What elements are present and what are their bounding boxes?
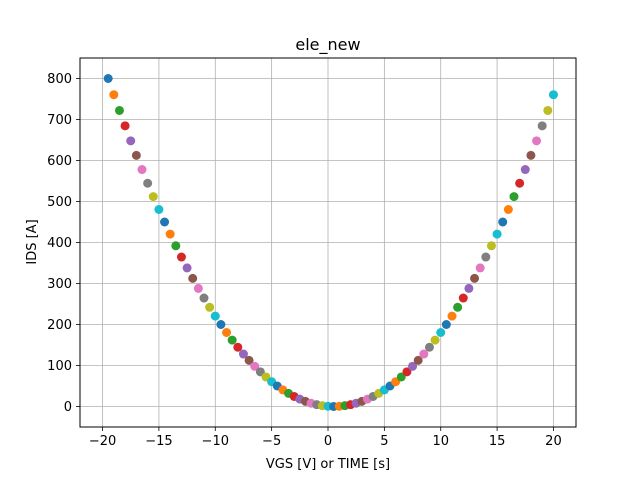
data-point [498, 217, 508, 227]
y-axis-ticks: 0 100 200 300 400 500 600 700 800 [47, 72, 80, 415]
y-tick-label: 600 [47, 154, 72, 169]
data-point [492, 229, 502, 239]
x-axis-ticks: −20 −15 −10 −5 0 5 10 15 20 [89, 427, 562, 449]
x-tick-label: −10 [202, 434, 229, 449]
data-point [222, 327, 232, 337]
y-tick-label: 800 [47, 72, 72, 87]
data-point [537, 121, 547, 131]
data-points [103, 74, 558, 411]
data-point [503, 204, 513, 214]
y-tick-label: 400 [47, 236, 72, 251]
chart-title: ele_new [295, 35, 360, 55]
data-point [148, 192, 158, 202]
x-axis-label: VGS [V] or TIME [s] [266, 457, 390, 472]
data-point [453, 302, 463, 312]
data-point [160, 217, 170, 227]
data-point [430, 335, 440, 345]
data-point [109, 90, 119, 100]
data-point [520, 165, 530, 175]
data-point [475, 263, 485, 273]
data-point [205, 302, 215, 312]
data-point [238, 349, 248, 359]
data-point [526, 150, 536, 160]
x-tick-label: 10 [432, 434, 449, 449]
data-point [486, 241, 496, 251]
data-point [114, 105, 124, 115]
x-tick-label: −5 [262, 434, 281, 449]
data-point [137, 165, 147, 175]
data-point [182, 263, 192, 273]
data-point [464, 283, 474, 293]
y-axis-label: IDS [A] [25, 219, 40, 264]
data-point [216, 320, 226, 329]
data-point [210, 311, 220, 321]
data-point [481, 252, 491, 262]
x-tick-label: −15 [145, 434, 172, 449]
data-point [176, 252, 186, 262]
data-point [515, 178, 525, 188]
data-point [199, 293, 209, 303]
data-point [408, 361, 418, 371]
data-point [402, 367, 412, 377]
x-tick-label: 0 [324, 434, 332, 449]
data-point [441, 320, 451, 329]
x-tick-label: 15 [489, 434, 506, 449]
data-point [131, 150, 141, 160]
data-point [103, 74, 113, 83]
data-point [447, 311, 457, 321]
data-point [143, 178, 153, 188]
data-point [171, 241, 181, 251]
data-point [188, 273, 198, 283]
y-tick-label: 200 [47, 318, 72, 333]
x-tick-label: 5 [380, 434, 388, 449]
data-point [227, 335, 237, 345]
data-point [548, 90, 558, 100]
y-tick-label: 500 [47, 195, 72, 210]
data-point [470, 273, 480, 283]
data-point [126, 136, 136, 146]
y-tick-label: 0 [64, 400, 72, 415]
data-point [458, 293, 468, 303]
y-tick-label: 100 [47, 359, 72, 374]
gridlines [80, 58, 576, 427]
y-tick-label: 700 [47, 113, 72, 128]
data-point [509, 192, 519, 202]
data-point [436, 327, 446, 337]
data-point [193, 283, 203, 293]
data-point [532, 136, 542, 146]
data-point [543, 105, 553, 115]
y-tick-label: 300 [47, 277, 72, 292]
data-point [120, 121, 130, 131]
data-point [165, 229, 175, 239]
data-point [250, 361, 260, 371]
data-point [413, 355, 423, 365]
data-point [244, 355, 254, 365]
x-tick-label: 20 [545, 434, 562, 449]
data-point [154, 204, 164, 214]
data-point [424, 342, 434, 352]
data-point [233, 342, 243, 352]
data-point [419, 349, 429, 359]
x-tick-label: −20 [89, 434, 116, 449]
